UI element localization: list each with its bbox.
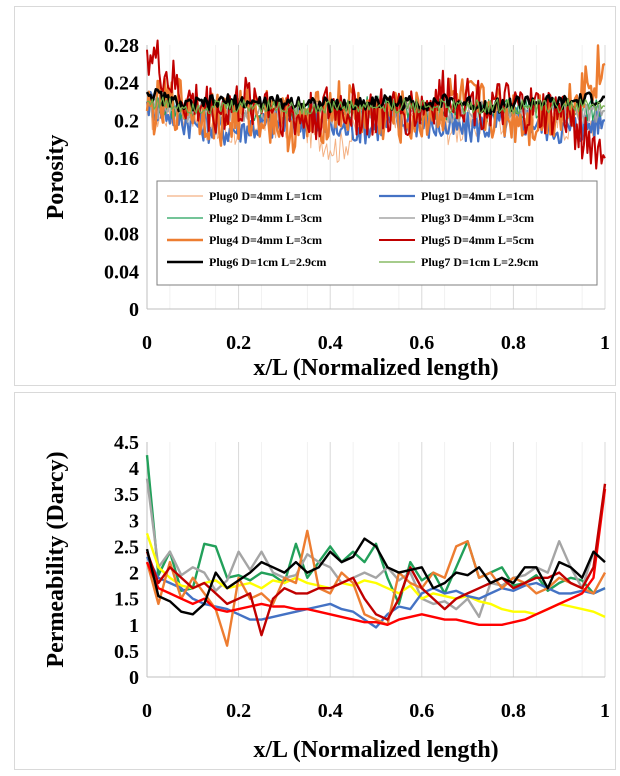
- y-tick-label: 4: [129, 458, 139, 480]
- y-tick-label: 0.08: [104, 224, 139, 246]
- y-tick-label: 1.5: [114, 589, 139, 611]
- series-line: [145, 533, 606, 618]
- series-line: [145, 483, 607, 637]
- porosity-chart-panel: 0 0.2 0.4 0.6 0.8 1 0 0.04 0.08 0.12 0.16 0.2 0.24 0.…: [14, 6, 616, 386]
- x-tick-label: 0.2: [226, 332, 251, 354]
- porosity-chart: 0 0.2 0.4 0.6 0.8 1 0 0.04 0.08 0.12 0.16 0.2 0.24 0.…: [43, 35, 610, 381]
- y-tick-label: 3: [129, 510, 139, 532]
- y-axis-title: Porosity: [43, 135, 69, 220]
- legend-label: Plug5 D=4mm L=5cm: [421, 233, 534, 247]
- legend-label: Plug7 D=1cm L=2.9cm: [421, 255, 538, 269]
- y-tick-label: 0.24: [104, 73, 139, 95]
- x-tick-label: 0.8: [501, 332, 526, 354]
- x-tick-label: 1: [600, 700, 610, 722]
- x-axis-title: x/L (Normalized length): [253, 355, 498, 381]
- x-tick-label: 1: [600, 332, 610, 354]
- y-tick-label: 0.12: [104, 186, 139, 208]
- series-line: [145, 488, 607, 626]
- y-tick-label: 0: [129, 667, 139, 689]
- series-line: [145, 537, 606, 616]
- legend-label: Plug3 D=4mm L=3cm: [421, 211, 534, 225]
- y-tick-label: 0.28: [104, 35, 139, 57]
- y-tick-label: 0.16: [104, 148, 139, 170]
- y-tick-label: 0.2: [114, 110, 139, 132]
- x-tick-label: 0.4: [318, 332, 343, 354]
- y-tick-label: 0.04: [104, 261, 139, 283]
- legend-label: Plug0 D=4mm L=1cm: [209, 189, 322, 203]
- x-tick-label: 0: [142, 700, 152, 722]
- legend-label: Plug1 D=4mm L=1cm: [421, 189, 534, 203]
- x-tick-label: 0.8: [501, 700, 526, 722]
- series-line: [145, 88, 606, 115]
- legend-label: Plug6 D=1cm L=2.9cm: [209, 255, 326, 269]
- series-line: [146, 39, 606, 170]
- legend-label: Plug4 D=4mm L=3cm: [209, 233, 322, 247]
- x-tick-label: 0.2: [226, 700, 251, 722]
- series-line: [145, 556, 606, 629]
- permeability-chart-panel: 0 0.2 0.4 0.6 0.8 1 0 0.5 1 1.5 2 2.5 3 3.5 4 4.5 x/L (N…: [14, 392, 616, 770]
- y-axis-title: Permeability (Darcy): [43, 451, 69, 667]
- x-tick-label: 0: [142, 332, 152, 354]
- permeability-chart: 0 0.2 0.4 0.6 0.8 1 0 0.5 1 1.5 2 2.5 3 3.5 4 4.5 x/L (N…: [43, 432, 610, 763]
- y-tick-label: 0: [129, 299, 139, 321]
- x-axis-title: x/L (Normalized length): [253, 737, 498, 763]
- y-tick-label: 2.5: [114, 536, 139, 558]
- legend-box: [156, 180, 598, 286]
- y-tick-label: 1: [129, 615, 139, 637]
- series-line: [146, 96, 606, 116]
- y-tick-label: 0.5: [114, 641, 139, 663]
- series-line: [145, 529, 607, 647]
- y-tick-label: 4.5: [114, 432, 139, 454]
- x-tick-label: 0.6: [409, 700, 434, 722]
- y-tick-label: 3.5: [114, 484, 139, 506]
- y-tick-label: 2: [129, 563, 139, 585]
- legend-label: Plug2 D=4mm L=3cm: [209, 211, 322, 225]
- x-tick-label: 0.6: [409, 332, 434, 354]
- x-tick-label: 0.4: [318, 700, 343, 722]
